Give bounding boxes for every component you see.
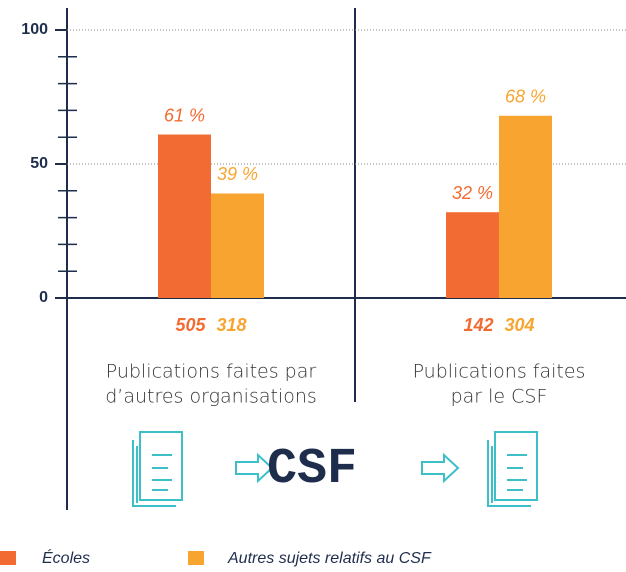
- legend-swatch: [188, 551, 204, 565]
- arrow-icon: [235, 452, 274, 484]
- y-tick-label: 50: [30, 155, 48, 172]
- legend-swatch: [0, 551, 16, 565]
- logo: CSF: [267, 441, 357, 498]
- category-label: d’autres organisations: [105, 386, 317, 408]
- category-label: Publications faites par: [106, 361, 317, 383]
- bar: [499, 115, 552, 298]
- bar: [446, 212, 499, 298]
- category-label: par le CSF: [451, 386, 548, 408]
- legend-label: Écoles: [42, 548, 90, 567]
- value-label: 39 %: [217, 164, 258, 184]
- document-icon: [132, 431, 183, 507]
- arrow-icon: [421, 452, 460, 484]
- value-label: 68 %: [505, 87, 546, 107]
- value-label: 61 %: [164, 105, 205, 125]
- bar: [158, 134, 211, 298]
- y-tick-label: 0: [39, 289, 48, 306]
- document-icon: [487, 431, 538, 507]
- bar: [211, 193, 264, 298]
- count-label: 505: [175, 315, 206, 335]
- legend-label: Autres sujets relatifs au CSF: [227, 550, 432, 567]
- category-label: Publications faites: [413, 361, 586, 383]
- count-label: 318: [216, 315, 246, 335]
- value-label: 32 %: [452, 183, 493, 203]
- count-label: 304: [504, 315, 534, 335]
- y-tick-label: 100: [21, 21, 48, 38]
- count-label: 142: [463, 315, 493, 335]
- icons: [132, 431, 538, 507]
